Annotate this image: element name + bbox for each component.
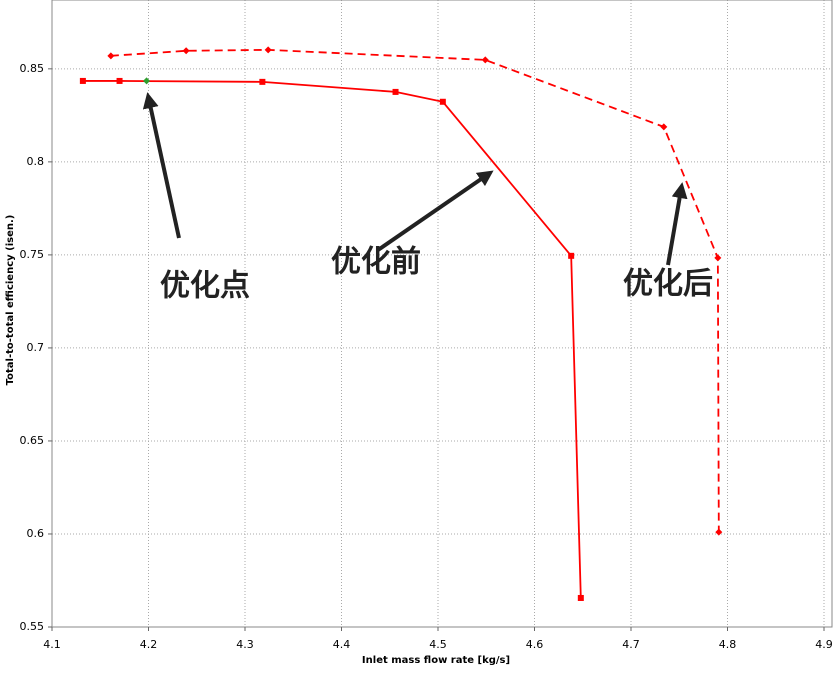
x-axis-label: Inlet mass flow rate [kg/s]: [362, 655, 510, 666]
x-tick-label: 4.1: [43, 638, 61, 651]
series-line: [82, 80, 582, 599]
y-axis-label: Total-to-total efficiency (isen.): [5, 215, 16, 386]
marker: [143, 77, 151, 85]
marker: [182, 47, 190, 55]
marker: [259, 78, 266, 85]
marker: [481, 56, 489, 64]
marker: [107, 52, 115, 60]
marker: [714, 254, 722, 262]
y-tick-label: 0.85: [20, 62, 45, 75]
marker: [392, 88, 399, 95]
marker: [264, 46, 272, 54]
x-tick-label: 4.6: [526, 638, 544, 651]
marker: [660, 123, 668, 131]
y-tick-label: 0.6: [27, 527, 45, 540]
y-tick-label: 0.7: [27, 341, 45, 354]
x-tick-label: 4.3: [236, 638, 254, 651]
y-tick-label: 0.75: [20, 248, 45, 261]
annotation: 优化前: [331, 245, 421, 280]
marker: [439, 98, 446, 105]
marker: [577, 594, 584, 601]
annotation: 优化点: [160, 269, 250, 304]
arrow: [666, 182, 688, 266]
marker: [568, 252, 575, 259]
grid: [51, 0, 832, 628]
x-tick-label: 4.4: [333, 638, 351, 651]
arrow: [142, 92, 181, 239]
plot: [79, 46, 723, 601]
marker: [79, 77, 86, 84]
y-tick-label: 0.8: [27, 155, 45, 168]
x-tick-label: 4.2: [140, 638, 158, 651]
arrow: [376, 170, 494, 252]
annotation: 优化后: [623, 267, 713, 302]
x-tick-label: 4.7: [622, 638, 640, 651]
marker: [715, 528, 723, 536]
x-tick-label: 4.5: [429, 638, 447, 651]
x-tick-label: 4.9: [815, 638, 833, 651]
plot-frame: [51, 0, 833, 628]
x-tick-label: 4.8: [719, 638, 737, 651]
marker: [116, 77, 123, 84]
y-tick-label: 0.65: [20, 434, 45, 447]
y-tick-label: 0.55: [20, 620, 45, 633]
